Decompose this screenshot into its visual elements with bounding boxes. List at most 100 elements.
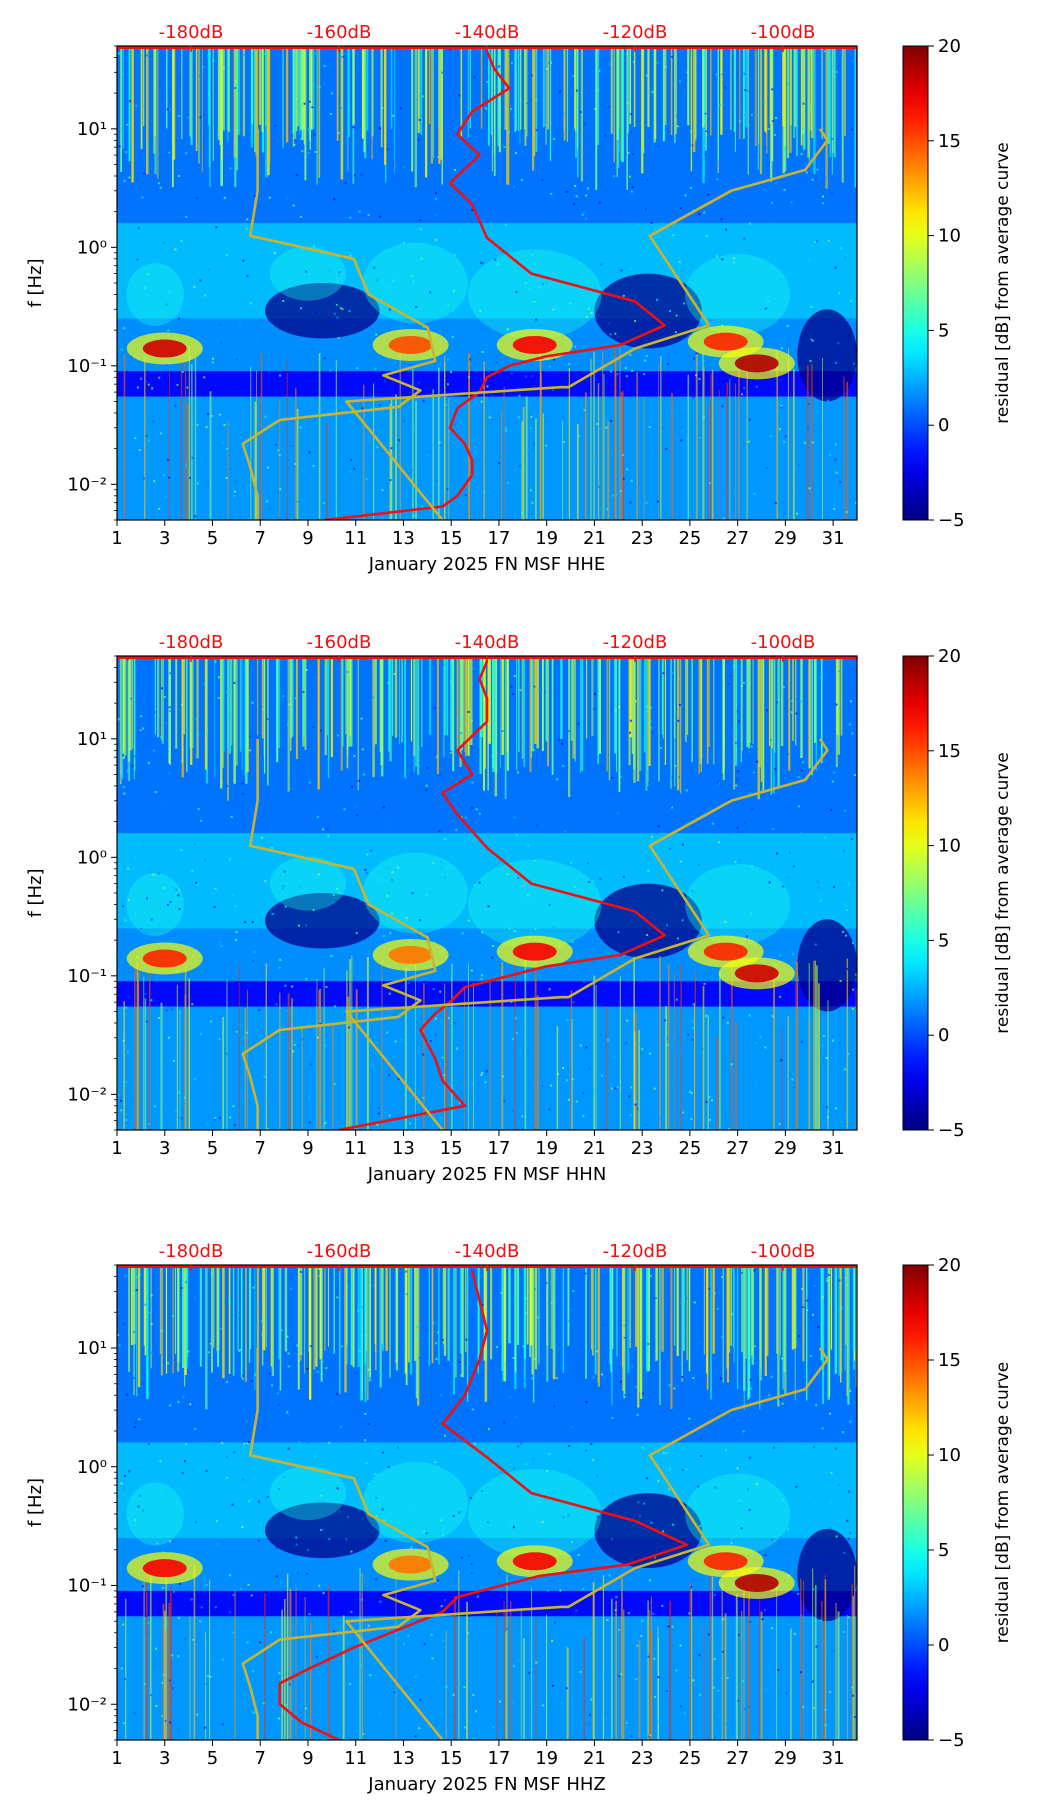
speckle: [855, 973, 857, 976]
speckle: [630, 190, 633, 193]
speckle: [386, 1031, 389, 1034]
speckle: [725, 1722, 728, 1725]
speckle: [141, 727, 144, 730]
speckle: [194, 1078, 197, 1081]
speckle: [738, 120, 741, 123]
speckle: [531, 74, 534, 77]
speckle: [319, 729, 322, 732]
speckle: [323, 357, 326, 360]
speckle: [748, 1508, 751, 1511]
speckle: [635, 1678, 638, 1681]
speckle: [187, 1350, 190, 1353]
speckle: [563, 112, 566, 115]
x-tick-label: 11: [344, 528, 367, 549]
speckle: [473, 76, 476, 79]
speckle: [405, 1293, 408, 1296]
speckle: [742, 1430, 745, 1433]
speckle: [636, 1107, 639, 1110]
x-tick-label: 25: [678, 1138, 701, 1159]
speckle: [741, 393, 744, 396]
speckle: [403, 419, 406, 422]
speckle: [614, 708, 617, 711]
speckle: [697, 863, 700, 866]
speckle: [524, 1337, 527, 1340]
speckle: [144, 1614, 147, 1617]
microseism-region: [362, 242, 468, 324]
speckle: [508, 131, 511, 134]
speckle: [485, 107, 488, 110]
speckle: [627, 1612, 630, 1615]
speckle: [641, 1619, 644, 1622]
speckle: [574, 444, 577, 447]
speckle: [571, 1426, 574, 1429]
speckle: [271, 846, 274, 849]
speckle: [609, 63, 612, 66]
speckle: [573, 885, 576, 888]
speckle: [661, 1604, 664, 1607]
speckle: [278, 1403, 281, 1406]
speckle: [372, 1284, 375, 1287]
y-tick-label: 10⁰: [77, 237, 107, 258]
speckle: [534, 859, 537, 862]
speckle: [592, 880, 595, 883]
speckle: [389, 931, 392, 934]
speckle: [432, 861, 435, 864]
speckle: [850, 299, 853, 302]
speckle: [766, 1688, 769, 1691]
speckle: [247, 1583, 250, 1586]
speckle: [356, 367, 359, 370]
speckle: [449, 751, 452, 754]
speckle: [168, 772, 171, 775]
speckle: [617, 931, 620, 934]
speckle: [721, 1650, 724, 1653]
speckle: [226, 447, 229, 450]
speckle: [634, 1103, 637, 1106]
speckle: [780, 1357, 783, 1360]
speckle: [464, 816, 467, 819]
speckle: [133, 755, 136, 758]
speckle: [814, 241, 817, 244]
speckle: [710, 319, 713, 322]
speckle: [409, 1122, 412, 1125]
colorbar-tick-label: 5: [938, 930, 949, 951]
speckle: [461, 932, 464, 935]
speckle: [296, 500, 299, 503]
speckle: [613, 175, 616, 178]
x-tick-label: 31: [822, 1748, 845, 1769]
speckle: [390, 136, 393, 139]
speckle: [764, 1046, 767, 1049]
speckle: [361, 1334, 364, 1337]
speckle: [816, 168, 819, 171]
speckle: [386, 148, 389, 151]
speckle: [393, 361, 396, 364]
speckle: [822, 1034, 825, 1037]
speckle: [679, 80, 682, 83]
speckle: [439, 990, 442, 993]
speckle: [855, 502, 857, 505]
speckle: [816, 880, 819, 883]
speckle: [797, 1592, 800, 1595]
colorbar-tick-label: 5: [938, 1540, 949, 1561]
speckle: [526, 894, 529, 897]
speckle: [444, 876, 447, 879]
speckle: [715, 179, 718, 182]
speckle: [535, 824, 538, 827]
speckle: [409, 364, 412, 367]
speckle: [795, 712, 798, 715]
speckle: [378, 127, 381, 130]
speckle: [271, 912, 274, 915]
speckle: [413, 514, 416, 517]
speckle: [330, 1594, 333, 1597]
speckle: [361, 1306, 364, 1309]
speckle: [777, 797, 780, 800]
speckle: [646, 178, 649, 181]
speckle: [277, 1717, 280, 1720]
speckle: [295, 767, 298, 770]
speckle: [235, 825, 238, 828]
speckle: [366, 872, 369, 875]
speckle: [183, 1460, 186, 1463]
speckle: [225, 477, 228, 480]
microseism-region: [467, 859, 602, 950]
db-tick-label: -160dB: [307, 1241, 372, 1262]
speckle: [153, 711, 156, 714]
